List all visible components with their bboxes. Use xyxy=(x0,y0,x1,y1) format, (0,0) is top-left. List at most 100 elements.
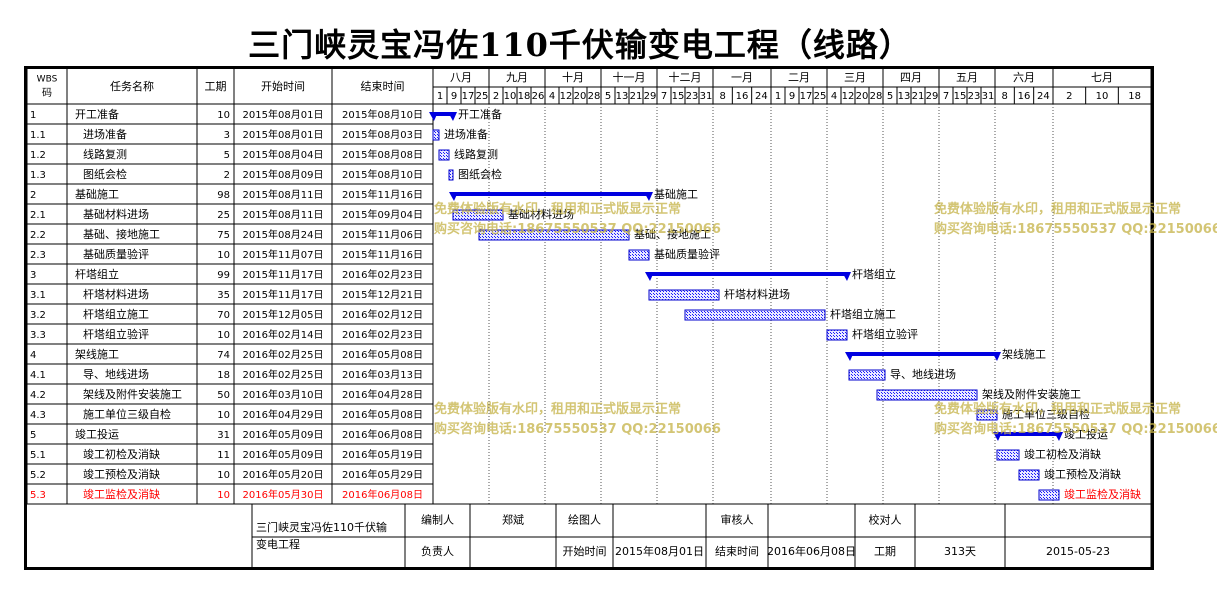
footer-value: 2015年08月01日 xyxy=(615,544,704,558)
footer-value: 313天 xyxy=(944,545,976,558)
task-name: 杆塔材料进场 xyxy=(83,287,149,301)
header-end: 结束时间 xyxy=(361,80,405,93)
header-wbs-a: WBS xyxy=(37,75,58,85)
day-label: 17 xyxy=(462,91,475,102)
task-bar xyxy=(452,209,504,221)
day-label: 29 xyxy=(926,91,939,102)
task-wbs: 5.2 xyxy=(30,470,46,481)
task-duration: 10 xyxy=(217,490,230,501)
summary-bar-end-cap xyxy=(644,192,653,201)
bar-label: 杆塔组立施工 xyxy=(830,307,896,321)
header-start: 开始时间 xyxy=(261,79,305,93)
day-label: 1 xyxy=(437,91,443,102)
day-label: 23 xyxy=(686,91,699,102)
day-label: 24 xyxy=(755,91,768,102)
task-duration: 10 xyxy=(217,110,230,121)
summary-bar xyxy=(433,112,453,116)
summary-bar-end-cap xyxy=(842,272,851,281)
month-label-2: 十月 xyxy=(562,70,584,84)
task-start: 2015年08月01日 xyxy=(243,108,324,121)
task-start: 2016年05月20日 xyxy=(243,468,324,481)
day-label: 7 xyxy=(943,91,949,102)
header-wbs-b: 码 xyxy=(42,87,52,99)
task-start: 2015年08月24日 xyxy=(243,228,324,241)
day-label: 5 xyxy=(605,91,611,102)
task-end: 2015年11月16日 xyxy=(342,188,423,201)
footer-label: 负责人 xyxy=(421,544,454,558)
day-label: 31 xyxy=(700,91,713,102)
task-start: 2016年02月25日 xyxy=(243,348,324,361)
task-end: 2016年05月19日 xyxy=(342,448,423,461)
task-start: 2015年11月17日 xyxy=(243,268,324,281)
task-name: 基础质量验评 xyxy=(83,247,149,261)
day-label: 9 xyxy=(789,91,795,102)
gantt-frame xyxy=(24,66,1154,570)
task-start: 2015年12月05日 xyxy=(243,308,324,321)
task-wbs: 1.2 xyxy=(30,150,46,161)
task-bar xyxy=(826,329,848,341)
task-end: 2015年08月10日 xyxy=(342,168,423,181)
footer-project-line1: 三门峡灵宝冯佐110千伏输 xyxy=(256,520,387,534)
month-label-6: 二月 xyxy=(788,71,810,84)
day-label: 15 xyxy=(672,91,685,102)
task-end: 2015年11月06日 xyxy=(342,228,423,241)
day-label: 5 xyxy=(887,91,893,102)
day-label: 25 xyxy=(814,91,827,102)
task-bar xyxy=(448,169,454,181)
task-start: 2016年03月10日 xyxy=(243,388,324,401)
task-wbs: 3.1 xyxy=(30,290,46,301)
summary-bar xyxy=(649,272,847,276)
task-name: 基础、接地施工 xyxy=(83,228,160,241)
task-end: 2016年05月08日 xyxy=(342,348,423,361)
day-label: 13 xyxy=(616,91,629,102)
task-start: 2015年11月17日 xyxy=(243,288,324,301)
task-end: 2015年12月21日 xyxy=(342,288,423,301)
summary-bar-start-cap xyxy=(645,272,654,281)
task-wbs: 3.2 xyxy=(30,310,46,321)
bar-label: 线路复测 xyxy=(454,147,498,161)
month-label-10: 六月 xyxy=(1013,71,1035,84)
footer-value: 2016年06月08日 xyxy=(767,544,856,558)
day-label: 16 xyxy=(1018,91,1031,102)
task-wbs: 1.3 xyxy=(30,170,46,181)
task-end: 2015年08月03日 xyxy=(342,128,423,141)
task-start: 2016年02月14日 xyxy=(243,328,324,341)
footer-label: 开始时间 xyxy=(563,544,607,558)
task-start: 2015年08月09日 xyxy=(243,168,324,181)
task-duration: 75 xyxy=(217,230,230,241)
task-duration: 10 xyxy=(217,410,230,421)
task-end: 2015年08月10日 xyxy=(342,108,423,121)
day-label: 7 xyxy=(661,91,667,102)
task-bar xyxy=(876,389,978,401)
task-end: 2016年02月12日 xyxy=(342,308,423,321)
day-label: 2 xyxy=(493,91,499,102)
task-end: 2015年09月04日 xyxy=(342,208,423,221)
task-wbs: 5 xyxy=(30,430,36,441)
task-wbs: 3.3 xyxy=(30,330,46,341)
task-wbs: 2.3 xyxy=(30,250,46,261)
summary-bar-end-cap xyxy=(1054,432,1063,441)
page-title: 三门峡灵宝冯佐110千伏输变电工程（线路） xyxy=(248,26,912,64)
footer-label: 绘图人 xyxy=(568,513,601,527)
task-bar xyxy=(478,229,630,241)
footer-label: 工期 xyxy=(874,545,896,558)
task-name: 架线施工 xyxy=(75,347,119,361)
task-start: 2015年08月11日 xyxy=(243,188,324,201)
task-wbs: 1.1 xyxy=(30,130,46,141)
footer-label: 审核人 xyxy=(721,513,754,527)
day-label: 10 xyxy=(504,91,517,102)
task-name: 导、地线进场 xyxy=(83,367,149,381)
task-duration: 70 xyxy=(217,310,230,321)
task-end: 2016年04月28日 xyxy=(342,388,423,401)
bar-label: 图纸会检 xyxy=(458,167,502,181)
bar-label: 进场准备 xyxy=(444,127,488,141)
summary-bar-start-cap xyxy=(429,112,438,121)
task-duration: 5 xyxy=(224,150,230,161)
task-name: 进场准备 xyxy=(83,127,127,141)
task-wbs: 4.2 xyxy=(30,390,46,401)
day-label: 21 xyxy=(630,91,643,102)
task-duration: 35 xyxy=(217,290,230,301)
task-name: 架线及附件安装施工 xyxy=(83,387,182,401)
day-label: 9 xyxy=(451,91,457,102)
